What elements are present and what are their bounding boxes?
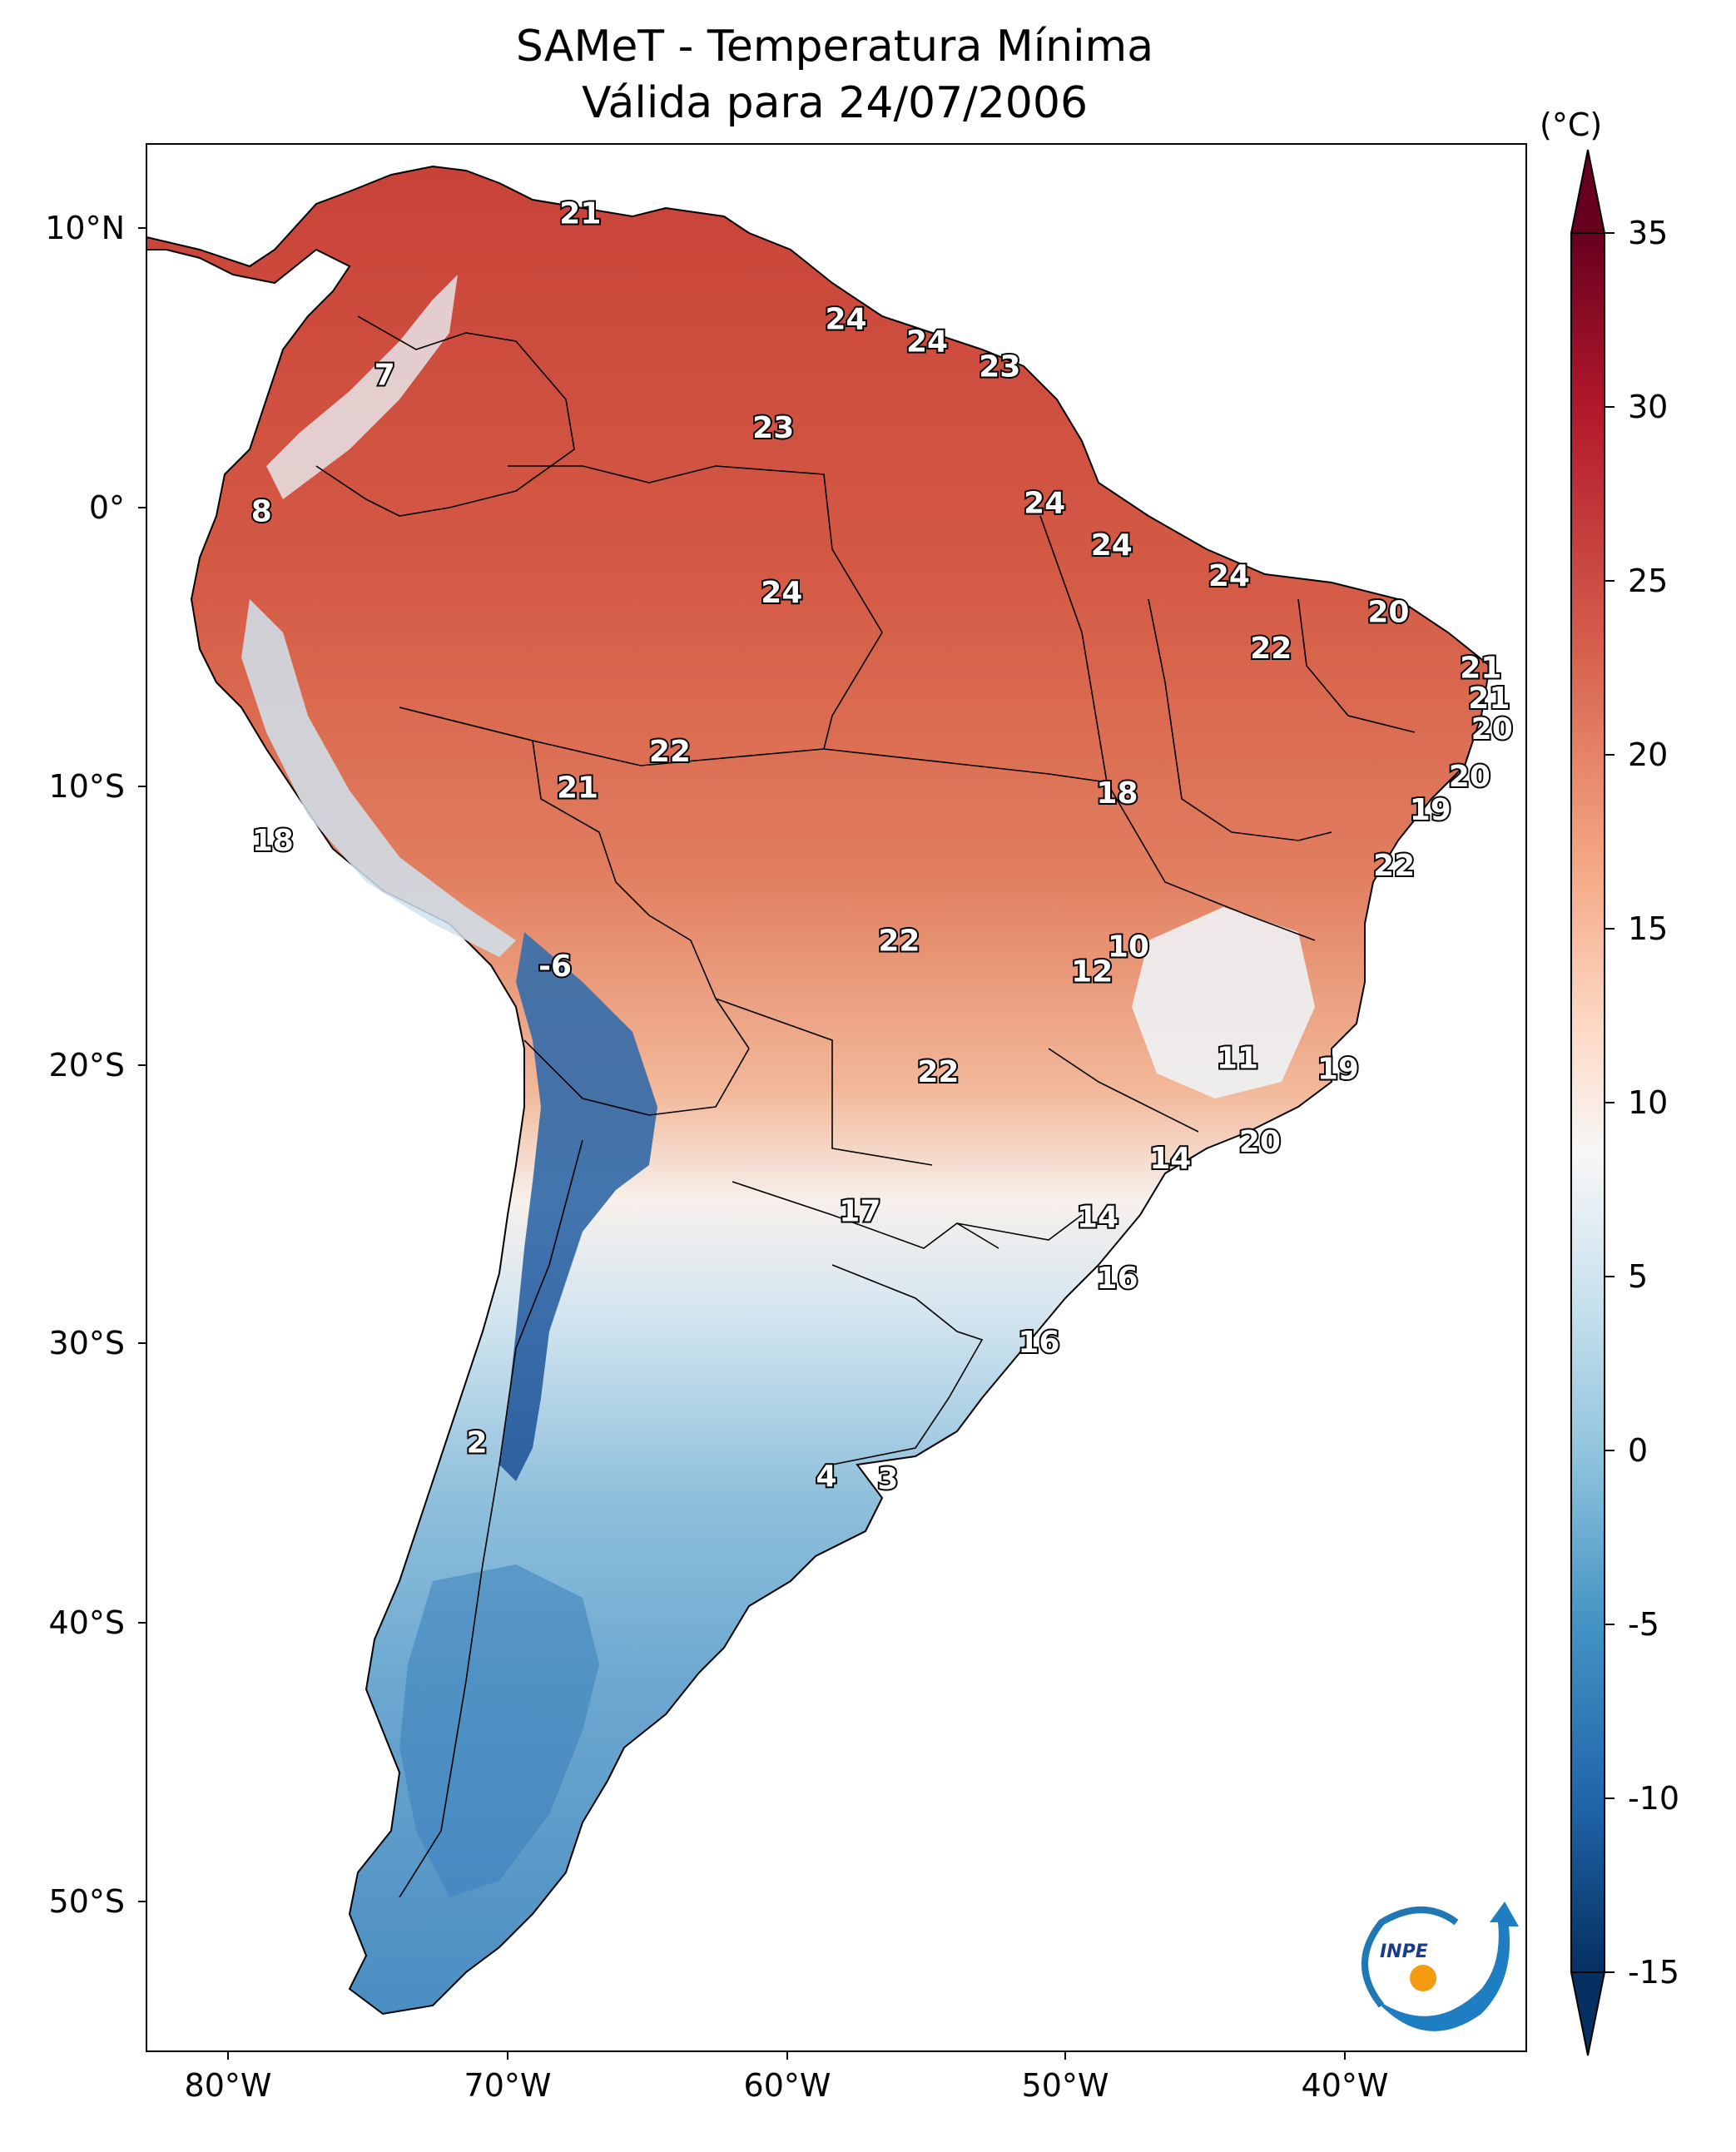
- temperature-label: 24: [1091, 528, 1133, 563]
- inpe-logo: INPE: [1362, 1902, 1519, 2031]
- temperature-label: 22: [1373, 849, 1415, 883]
- temperature-label: 20: [1239, 1125, 1281, 1159]
- lat-tick-marks: [138, 227, 146, 1902]
- lat-tick-label: 40°S: [48, 1604, 125, 1641]
- lon-tick-label: 50°W: [1021, 2067, 1109, 2104]
- temperature-label: 21: [1468, 682, 1510, 716]
- temperature-label: 11: [1217, 1041, 1258, 1075]
- temperature-label: 19: [1410, 793, 1451, 827]
- temperature-label: 22: [649, 735, 691, 769]
- colorbar: [1570, 149, 1614, 2056]
- temperature-label: 12: [1071, 955, 1113, 989]
- lat-tick-label: 10°N: [45, 210, 125, 246]
- peru-coast-cool-band: [241, 599, 516, 957]
- temperature-label: 24: [826, 303, 867, 337]
- lon-tick-marks: [227, 2051, 1346, 2060]
- temperature-label: 24: [1208, 559, 1250, 593]
- temperature-label: 14: [1149, 1142, 1191, 1176]
- temperature-label: 22: [1250, 632, 1292, 666]
- inpe-logo-swoosh: [1373, 1902, 1519, 2031]
- temperature-label: 21: [557, 771, 598, 805]
- colorbar-tick-label: 25: [1628, 563, 1669, 599]
- temperature-label: 10: [1108, 930, 1149, 964]
- temperature-label: 16: [1096, 1262, 1138, 1296]
- andes-cold-band: [499, 932, 657, 1481]
- inpe-logo-arc: [1362, 1907, 1459, 2008]
- temperature-label: 24: [761, 576, 802, 610]
- lat-tick-label: 0°: [88, 489, 125, 526]
- lon-tick-label: 40°W: [1301, 2067, 1389, 2104]
- southeast-brazil-cool-region: [1132, 907, 1315, 1098]
- temperature-label: 20: [1449, 760, 1490, 794]
- temperature-label: 20: [1471, 712, 1513, 746]
- colorbar-tick-label: 20: [1628, 736, 1669, 773]
- temperature-label: 21: [559, 196, 601, 231]
- temperature-label: 20: [1367, 595, 1409, 629]
- temperature-label: 4: [816, 1460, 837, 1494]
- colorbar-tick-label: -15: [1628, 1954, 1680, 1991]
- colorbar-bottom-extend: [1570, 1971, 1606, 2056]
- temperature-label: 22: [917, 1055, 959, 1089]
- temperature-label: 3: [877, 1462, 898, 1496]
- temperature-label: 16: [1018, 1326, 1059, 1360]
- lon-tick-label: 80°W: [184, 2067, 272, 2104]
- colorbar-tick-label: -5: [1628, 1606, 1659, 1643]
- colorbar-tick-label: 5: [1628, 1258, 1649, 1295]
- map-frame: [146, 143, 1527, 2052]
- map-area: [146, 144, 1526, 2051]
- map-title-line1: SAMeT - Temperatura Mínima: [515, 22, 1154, 72]
- temperature-label: 23: [752, 411, 794, 445]
- colorbar-body: [1570, 232, 1605, 1973]
- colorbar-tick-label: 10: [1628, 1084, 1669, 1121]
- colorbar-unit: (°C): [1540, 107, 1603, 143]
- colorbar-tick-label: 30: [1628, 389, 1669, 425]
- inpe-logo-sun: [1410, 1965, 1436, 1991]
- temperature-label: 2: [467, 1426, 488, 1460]
- lat-tick-label: 30°S: [48, 1325, 125, 1361]
- inpe-logo-text: INPE: [1380, 1941, 1428, 1962]
- temperature-label: 23: [979, 350, 1020, 384]
- colorbar-tick-label: 15: [1628, 910, 1669, 947]
- colombia-andes-cool-band: [266, 275, 458, 499]
- temperature-label: 18: [252, 824, 294, 858]
- country-borders: [315, 315, 1416, 1898]
- lon-tick-label: 60°W: [743, 2067, 831, 2104]
- lat-tick-label: 20°S: [48, 1047, 125, 1083]
- temperature-label: 21: [1460, 651, 1501, 685]
- temperature-label: -6: [538, 950, 572, 984]
- patagonia-cold-region: [399, 1564, 599, 1897]
- colorbar-tick-label: 35: [1628, 215, 1669, 251]
- colorbar-tick-marks: [1605, 232, 1614, 1973]
- lat-tick-label: 10°S: [48, 768, 125, 805]
- lon-tick-label: 70°W: [464, 2067, 552, 2104]
- temperature-label: 18: [1096, 776, 1138, 811]
- colorbar-top-extend: [1570, 149, 1606, 234]
- map-title-line2: Válida para 24/07/2006: [581, 78, 1089, 128]
- temperature-label: 24: [906, 325, 948, 359]
- colorbar-tick-label: 0: [1628, 1432, 1649, 1469]
- temperature-label: 17: [839, 1195, 880, 1229]
- temperature-label: 7: [374, 359, 395, 393]
- temperature-label: 19: [1317, 1053, 1359, 1087]
- lat-tick-label: 50°S: [48, 1883, 125, 1920]
- colorbar-tick-label: -10: [1628, 1780, 1680, 1817]
- temperature-label: 14: [1077, 1200, 1118, 1234]
- temperature-label: 22: [878, 925, 920, 959]
- temperature-label: 24: [1024, 487, 1065, 521]
- temperature-label: 8: [251, 495, 272, 529]
